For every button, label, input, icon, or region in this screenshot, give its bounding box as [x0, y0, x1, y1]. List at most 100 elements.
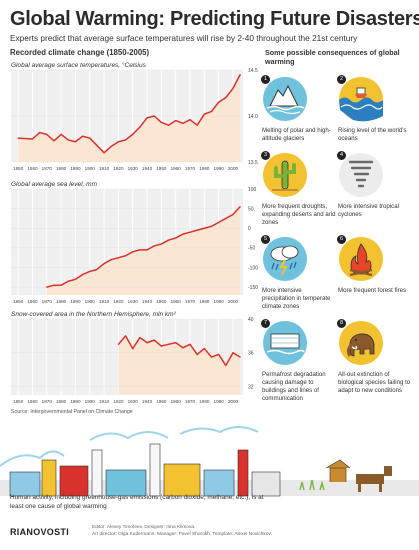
- consequence-label: More frequent forest fires: [338, 287, 407, 294]
- series-line: [46, 206, 241, 288]
- x-tick-label: 1910: [99, 299, 110, 304]
- ocean-icon: [339, 77, 383, 122]
- source-note: Source: Intergovernmental Panel on Clima…: [11, 409, 133, 415]
- data-point: [146, 117, 148, 119]
- data-point: [218, 353, 220, 356]
- y-tick-label: 40: [248, 317, 254, 323]
- x-tick-label: 1870: [42, 166, 53, 171]
- consequence-number: 4: [337, 151, 346, 160]
- cactus-icon: [263, 153, 307, 197]
- consequence-number: 8: [337, 319, 346, 328]
- data-point: [82, 273, 84, 276]
- x-tick-label: 1980: [199, 399, 210, 404]
- data-point: [182, 347, 184, 349]
- data-point: [203, 227, 205, 229]
- chart-title-snow: Snow-covered area in the Northern Hemisp…: [11, 311, 176, 318]
- temperature-chart: 1850 1860 1870 1880 1890 1900 1910 1920 1930 1940…: [11, 68, 258, 171]
- x-tick-label: 1940: [142, 166, 153, 171]
- data-point: [60, 133, 62, 135]
- consequence-number: 1: [261, 75, 270, 84]
- x-tick-label: 2000: [228, 299, 239, 304]
- x-tick-label: 1890: [70, 399, 81, 404]
- fire-icon: [339, 237, 383, 281]
- data-point: [124, 335, 127, 337]
- data-point: [139, 336, 141, 339]
- x-tick-label: 1970: [185, 299, 196, 304]
- data-point: [167, 343, 170, 345]
- consequence-label: More intensive precipitation in temperat…: [262, 287, 331, 310]
- data-point: [46, 133, 48, 135]
- page-subtitle: Experts predict that average surface tem…: [10, 33, 358, 43]
- data-point: [225, 217, 227, 220]
- data-point: [196, 353, 198, 356]
- data-point: [210, 110, 213, 112]
- data-point: [189, 231, 191, 233]
- series-area: [18, 74, 241, 162]
- data-point: [139, 249, 141, 251]
- permafrost-icon: [263, 321, 307, 365]
- data-point: [239, 74, 241, 76]
- consequence-label: Permafrost degradation causing damage to…: [262, 371, 326, 402]
- data-point: [103, 152, 105, 154]
- data-point: [153, 115, 155, 117]
- data-point: [167, 239, 170, 241]
- x-tick-label: 1900: [85, 166, 96, 171]
- x-tick-label: 1940: [142, 299, 153, 304]
- data-point: [132, 133, 134, 135]
- x-tick-label: 1950: [156, 299, 167, 304]
- data-point: [82, 135, 84, 137]
- x-tick-label: 2000: [228, 399, 239, 404]
- y-tick-label: 14.0: [248, 114, 258, 120]
- data-point: [31, 138, 34, 140]
- data-point: [175, 120, 177, 122]
- data-point: [132, 347, 134, 350]
- data-point: [117, 343, 120, 345]
- consequence-number: 6: [337, 235, 346, 244]
- consequence-number: 7: [261, 319, 270, 328]
- data-point: [146, 342, 148, 344]
- x-tick-label: 1960: [171, 399, 182, 404]
- y-tick-label: 50: [248, 206, 254, 212]
- data-point: [189, 343, 191, 345]
- x-tick-label: 1870: [42, 299, 53, 304]
- credits-line: Editor: Alexey Timofeev. Designer: Irina…: [92, 525, 196, 530]
- glacier-icon: [263, 77, 307, 121]
- x-tick-label: 2000: [228, 166, 239, 171]
- data-point: [53, 140, 55, 142]
- x-tick-label: 1980: [199, 299, 210, 304]
- x-tick-label: 1930: [128, 299, 139, 304]
- x-tick-label: 1970: [185, 166, 196, 171]
- data-point: [160, 121, 162, 124]
- data-point: [124, 139, 127, 141]
- storm-icon: [263, 237, 307, 281]
- consequence-number: 3: [261, 151, 270, 160]
- consequence-number: 2: [337, 75, 346, 84]
- data-point: [74, 141, 77, 143]
- credits-line: Art director: Olga Kudermann. Manager: P…: [92, 532, 272, 538]
- data-point: [103, 262, 105, 265]
- data-point: [124, 255, 127, 257]
- x-tick-label: 1950: [156, 166, 167, 171]
- x-tick-label: 1910: [99, 399, 110, 404]
- x-tick-label: 1920: [113, 299, 124, 304]
- x-tick-label: 1950: [156, 399, 167, 404]
- x-tick-label: 1920: [113, 166, 124, 171]
- y-tick-label: 0: [248, 226, 251, 232]
- data-point: [96, 268, 98, 271]
- y-tick-label: 32: [248, 384, 254, 390]
- consequences-title: Some possible consequences of global war…: [265, 48, 400, 66]
- data-point: [225, 364, 227, 367]
- data-point: [89, 270, 91, 273]
- footer-caption: Human activity, including greenhouse-gas…: [10, 494, 264, 510]
- data-point: [160, 243, 162, 245]
- data-point: [53, 284, 55, 286]
- data-point: [210, 225, 213, 227]
- data-point: [196, 124, 198, 126]
- x-tick-label: 1890: [70, 299, 81, 304]
- data-point: [139, 126, 141, 128]
- data-point: [175, 237, 177, 239]
- data-point: [67, 139, 69, 141]
- data-point: [74, 278, 77, 280]
- data-point: [203, 113, 205, 115]
- page-title: Global Warming: Predicting Future Disast…: [10, 8, 419, 30]
